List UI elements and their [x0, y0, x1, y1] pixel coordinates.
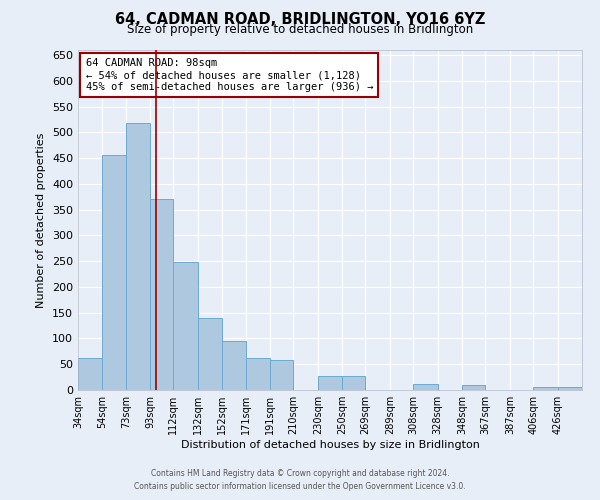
Bar — [270, 360, 293, 390]
Bar — [223, 341, 245, 390]
Y-axis label: Number of detached properties: Number of detached properties — [37, 132, 46, 308]
Text: Size of property relative to detached houses in Bridlington: Size of property relative to detached ho… — [127, 22, 473, 36]
Bar — [198, 318, 223, 390]
Bar — [462, 385, 485, 390]
Bar — [126, 122, 150, 390]
Bar — [557, 388, 582, 390]
Text: Contains HM Land Registry data © Crown copyright and database right 2024.
Contai: Contains HM Land Registry data © Crown c… — [134, 470, 466, 491]
Bar — [342, 376, 365, 390]
Text: 64 CADMAN ROAD: 98sqm
← 54% of detached houses are smaller (1,128)
45% of semi-d: 64 CADMAN ROAD: 98sqm ← 54% of detached … — [86, 58, 373, 92]
Bar — [245, 358, 270, 390]
Bar — [150, 200, 173, 390]
X-axis label: Distribution of detached houses by size in Bridlington: Distribution of detached houses by size … — [181, 440, 479, 450]
Bar — [318, 376, 342, 390]
Bar — [78, 358, 103, 390]
Bar — [413, 384, 437, 390]
Bar — [103, 154, 126, 390]
Bar — [173, 262, 198, 390]
Text: 64, CADMAN ROAD, BRIDLINGTON, YO16 6YZ: 64, CADMAN ROAD, BRIDLINGTON, YO16 6YZ — [115, 12, 485, 28]
Bar — [533, 388, 557, 390]
